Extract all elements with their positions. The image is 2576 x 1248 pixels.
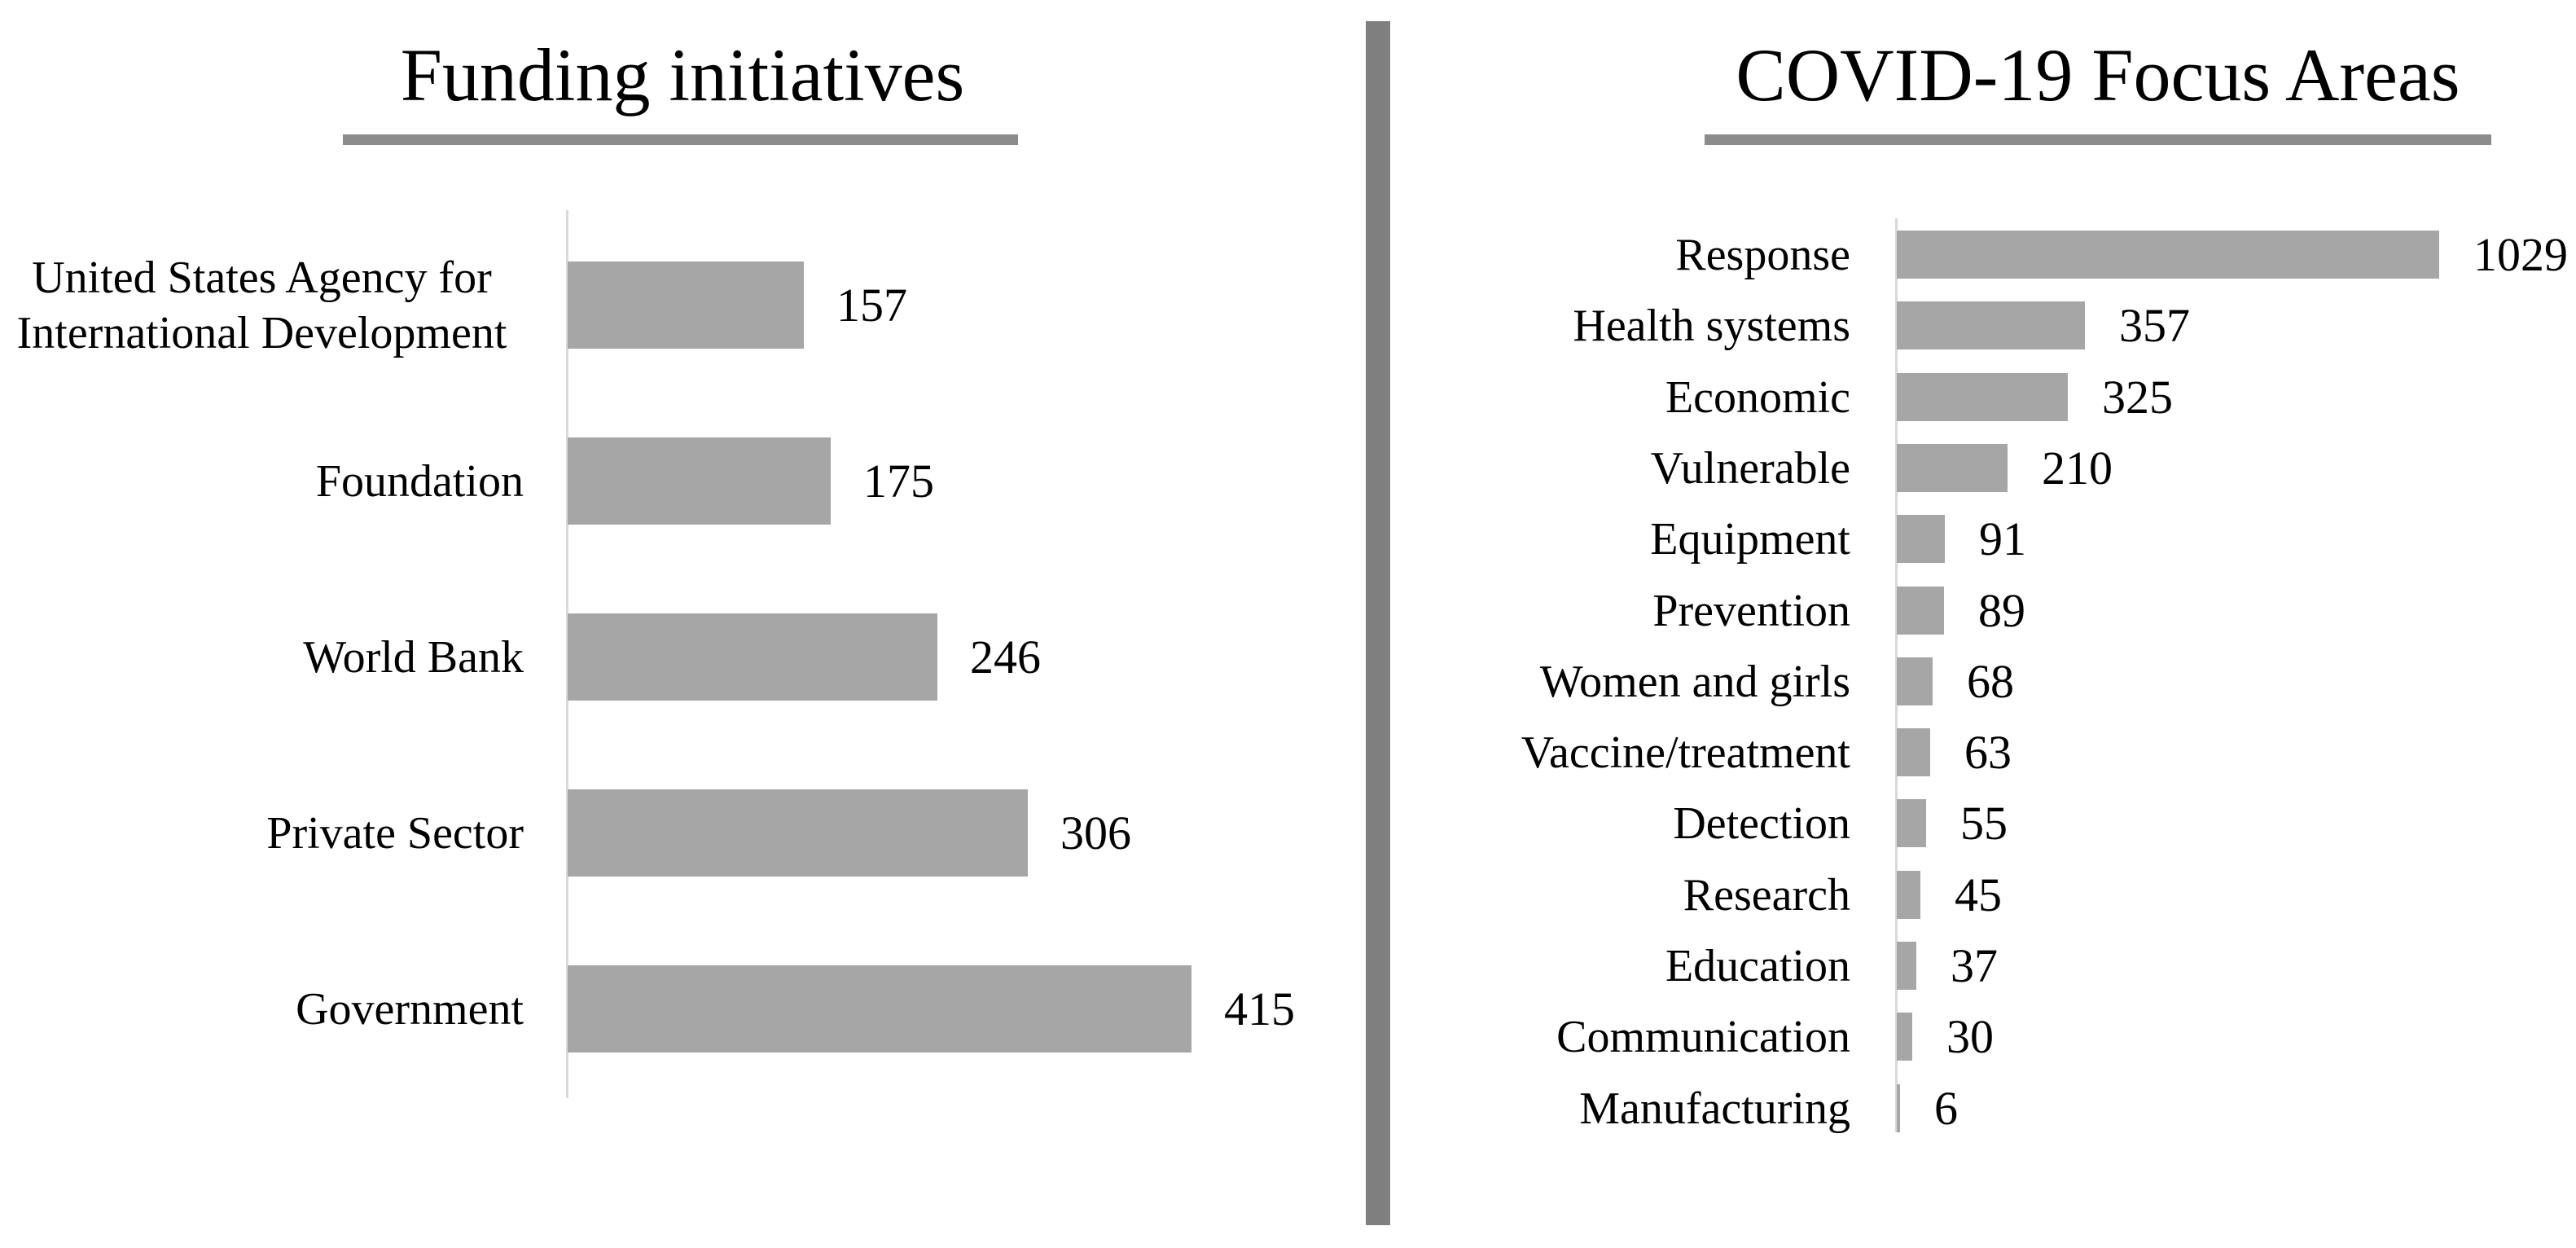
value-label: 357	[2119, 299, 2190, 352]
category-label: Education	[1665, 940, 1850, 991]
bar	[1897, 587, 1944, 635]
category-label: Economic	[1665, 371, 1850, 423]
category-label: Equipment	[1650, 513, 1850, 565]
value-label: 55	[1960, 797, 2008, 850]
bar	[1897, 301, 2085, 349]
bar	[568, 789, 1028, 877]
bar	[1897, 444, 2008, 492]
title-underline-rule	[1705, 134, 2491, 145]
category-label: Research	[1683, 869, 1850, 921]
bar	[568, 613, 937, 701]
category-axis-line	[566, 210, 568, 1098]
value-label: 175	[863, 455, 934, 508]
value-label: 1029	[2473, 228, 2568, 281]
category-label: Vaccine/treatment	[1521, 727, 1850, 778]
category-label: Women and girls	[1539, 656, 1850, 707]
value-label: 415	[1224, 982, 1295, 1035]
category-label: Private Sector	[266, 807, 524, 859]
category-label: Prevention	[1652, 585, 1850, 636]
bar	[1897, 1013, 1912, 1061]
category-label: Manufacturing	[1579, 1083, 1850, 1134]
value-label: 63	[1964, 726, 2012, 779]
bar	[1897, 657, 1933, 705]
value-label: 306	[1060, 806, 1131, 859]
title-underline-rule	[343, 134, 1018, 145]
category-label: Health systems	[1573, 300, 1850, 351]
value-label: 210	[2042, 442, 2113, 494]
bar	[1897, 231, 2439, 279]
category-label: Vulnerable	[1650, 442, 1850, 494]
bar	[1897, 1084, 1900, 1132]
value-label: 91	[1979, 512, 2026, 565]
value-label: 30	[1946, 1010, 1994, 1063]
value-label: 45	[1955, 868, 2002, 921]
category-label: World Bank	[303, 631, 524, 683]
chart-title: COVID-19 Focus Areas	[1736, 33, 2460, 116]
vertical-divider	[1366, 21, 1390, 1225]
value-label: 325	[2102, 371, 2173, 424]
chart-title: Funding initiatives	[400, 33, 965, 116]
bar	[1897, 942, 1916, 990]
value-label: 246	[970, 631, 1041, 683]
value-label: 6	[1934, 1082, 1958, 1135]
bar	[1897, 515, 1945, 563]
bar	[1897, 871, 1920, 919]
category-label: United States Agency for International D…	[16, 252, 507, 358]
bar	[568, 261, 804, 349]
value-label: 68	[1967, 655, 2014, 708]
category-label: Detection	[1673, 798, 1850, 849]
category-label: Government	[296, 983, 524, 1035]
category-label: Foundation	[315, 455, 524, 507]
value-label: 37	[1951, 939, 1998, 992]
category-label: Communication	[1556, 1011, 1850, 1062]
bar	[568, 437, 831, 525]
category-label: Response	[1675, 229, 1850, 280]
bar	[1897, 799, 1926, 847]
bar	[1897, 373, 2068, 421]
value-label: 89	[1978, 584, 2025, 637]
bar	[1897, 728, 1930, 776]
bar	[568, 965, 1191, 1052]
value-label: 157	[836, 279, 907, 332]
category-axis-line	[1895, 218, 1898, 1132]
